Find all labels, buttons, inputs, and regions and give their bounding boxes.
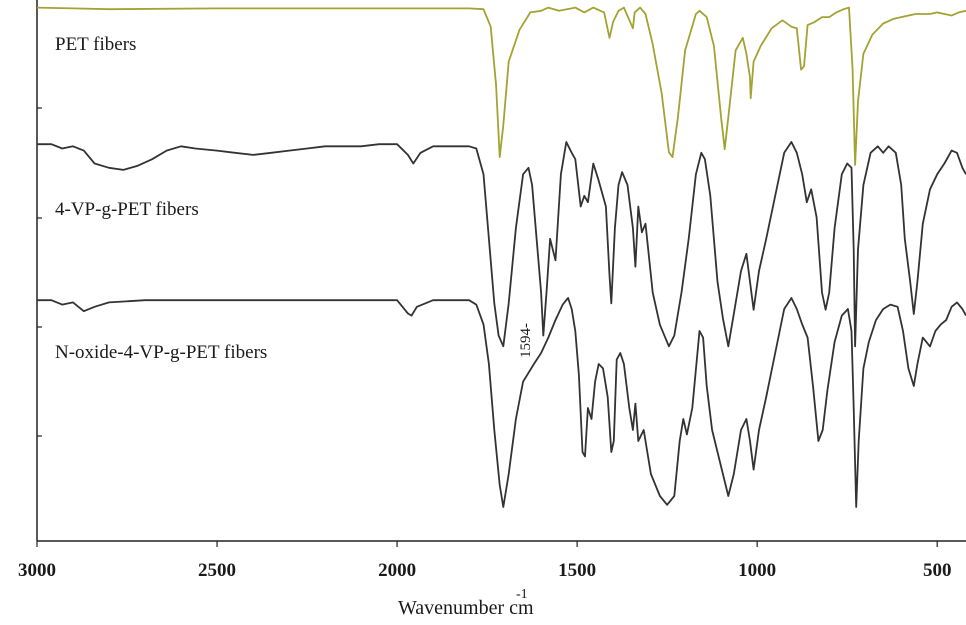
series-line-pet (36, 6, 966, 166)
x-tick-label: 1500 (558, 560, 596, 581)
x-tick-label: 500 (923, 560, 952, 581)
x-tick-label: 3000 (18, 560, 56, 581)
x-axis-title: Wavenumber cm (398, 597, 534, 619)
annotation-1594: 1594- (518, 323, 534, 358)
series-line-n-oxide-4vp-g-pet (37, 297, 966, 508)
x-axis-ticks: 3000 2500 2000 1500 1000 500 (18, 541, 951, 581)
series-label-4vp-g-pet: 4-VP-g-PET fibers (55, 199, 199, 220)
series-line-4vp-g-pet (37, 141, 966, 348)
series-layer (36, 6, 966, 508)
x-tick-label: 2500 (198, 560, 236, 581)
x-axis-title-superscript: -1 (516, 587, 528, 602)
plot-frame (36, 0, 966, 542)
series-label-pet: PET fibers (55, 34, 136, 55)
x-tick-label: 2000 (378, 560, 416, 581)
series-label-n-oxide-4vp-g-pet: N-oxide-4-VP-g-PET fibers (55, 342, 267, 363)
x-tick-label: 1000 (738, 560, 776, 581)
